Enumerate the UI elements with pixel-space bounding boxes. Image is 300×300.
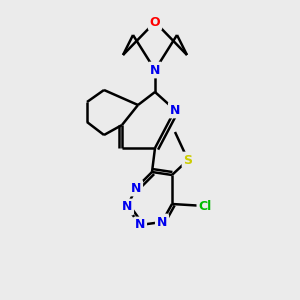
- Text: N: N: [135, 218, 145, 232]
- Text: N: N: [122, 200, 132, 214]
- Text: N: N: [150, 64, 160, 76]
- Text: S: S: [184, 154, 193, 166]
- Text: N: N: [131, 182, 141, 194]
- Text: O: O: [150, 16, 160, 28]
- Text: N: N: [170, 103, 180, 116]
- Text: N: N: [157, 215, 167, 229]
- Text: Cl: Cl: [198, 200, 212, 212]
